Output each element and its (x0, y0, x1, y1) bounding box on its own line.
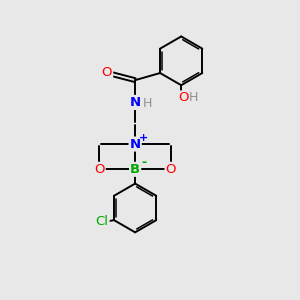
Text: H: H (143, 98, 152, 110)
Text: N: N (130, 96, 141, 109)
Text: B: B (130, 163, 140, 176)
Text: N: N (130, 138, 141, 151)
Text: O: O (178, 92, 189, 104)
Text: O: O (102, 66, 112, 79)
Text: O: O (166, 163, 176, 176)
Text: O: O (94, 163, 105, 176)
Text: Cl: Cl (96, 215, 109, 228)
Text: H: H (189, 92, 198, 104)
Text: +: + (139, 133, 148, 142)
Text: -: - (141, 156, 146, 169)
